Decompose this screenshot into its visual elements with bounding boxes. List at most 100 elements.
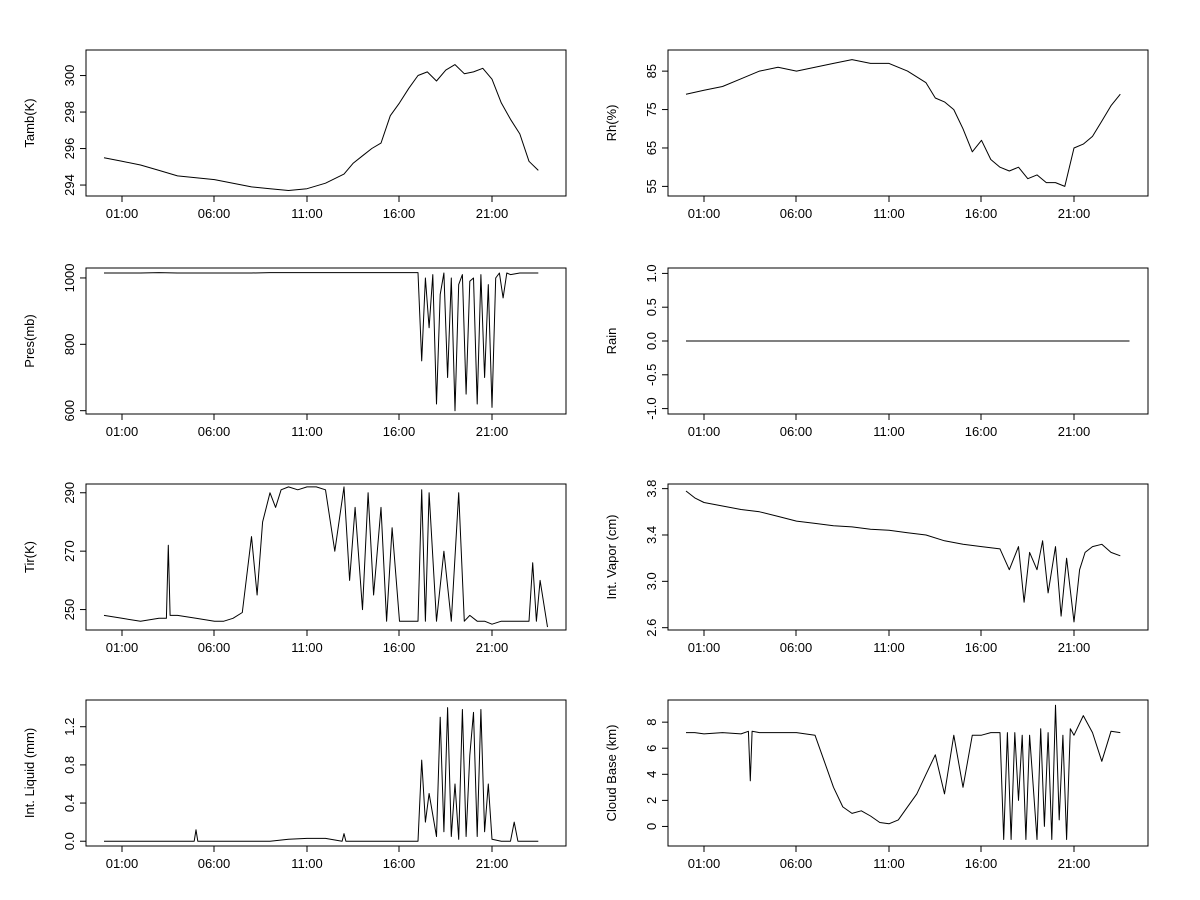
y-tick-label: 296 xyxy=(62,138,77,160)
plot-frame xyxy=(85,699,567,847)
x-tick-label: 16:00 xyxy=(965,856,998,871)
y-axis-label: Int. Liquid (mm) xyxy=(22,728,37,818)
x-tick-label: 06:00 xyxy=(198,640,231,655)
y-tick-label: 1.0 xyxy=(644,264,659,282)
x-tick-label: 01:00 xyxy=(106,424,139,439)
x-tick-label: 01:00 xyxy=(688,206,721,221)
x-tick-label: 06:00 xyxy=(198,424,231,439)
x-tick-label: 06:00 xyxy=(780,856,813,871)
y-tick-label: 3.4 xyxy=(644,526,659,544)
x-tick-label: 11:00 xyxy=(873,206,905,221)
y-tick-label: 600 xyxy=(62,400,77,422)
plot-frame xyxy=(667,699,1149,847)
x-tick-label: 16:00 xyxy=(965,424,998,439)
y-axis-label: Rain xyxy=(604,328,619,355)
x-tick-label: 21:00 xyxy=(1058,424,1091,439)
series-line xyxy=(686,704,1121,840)
x-tick-label: 01:00 xyxy=(688,856,721,871)
x-tick-label: 06:00 xyxy=(780,424,813,439)
series-line xyxy=(103,64,539,191)
y-tick-label: 300 xyxy=(62,65,77,87)
y-tick-label: 8 xyxy=(644,719,659,726)
series-line xyxy=(103,486,548,628)
y-tick-label: 270 xyxy=(62,540,77,562)
x-tick-label: 11:00 xyxy=(291,424,323,439)
chart-panel: 01:00 06:00 11:00 16:00 21:00 55 65 75 85 Rh(%) xyxy=(604,49,1149,221)
y-axis-label: Pres(mb) xyxy=(22,314,37,367)
chart-panel: 01:00 06:00 11:00 16:00 21:00 -1.0 -0.5 0.0 0.5 1… xyxy=(604,264,1149,439)
x-tick-label: 01:00 xyxy=(106,640,139,655)
x-tick-label: 16:00 xyxy=(383,640,416,655)
plot-frame xyxy=(85,49,567,197)
x-tick-label: 11:00 xyxy=(291,856,323,871)
y-tick-label: 1.2 xyxy=(62,718,77,736)
y-axis-label: Int. Vapor (cm) xyxy=(604,514,619,599)
y-tick-label: 250 xyxy=(62,599,77,621)
x-tick-label: 01:00 xyxy=(106,206,139,221)
series-line xyxy=(685,490,1121,623)
chart-panel: 01:00 06:00 11:00 16:00 21:00 600 800 1000 Pres(… xyxy=(22,263,567,439)
y-tick-label: 6 xyxy=(644,745,659,752)
chart-panel: 01:00 06:00 11:00 16:00 21:00 250 270 290 Tir(K) xyxy=(22,482,567,655)
x-tick-label: 01:00 xyxy=(106,856,139,871)
y-tick-label: 0 xyxy=(644,823,659,830)
y-tick-label: 0.0 xyxy=(644,332,659,350)
x-tick-label: 21:00 xyxy=(1058,206,1091,221)
chart-panel: 01:00 06:00 11:00 16:00 21:00 0 2 4 6 8 Cloud Base… xyxy=(604,699,1149,871)
x-tick-label: 01:00 xyxy=(688,424,721,439)
series-line xyxy=(104,707,539,842)
y-tick-label: 294 xyxy=(62,174,77,196)
x-tick-label: 16:00 xyxy=(965,640,998,655)
y-tick-label: -0.5 xyxy=(644,364,659,386)
x-tick-label: 21:00 xyxy=(476,424,509,439)
y-axis-label: Rh(%) xyxy=(604,105,619,142)
y-tick-label: 800 xyxy=(62,333,77,355)
x-tick-label: 16:00 xyxy=(383,856,416,871)
y-tick-label: 0.8 xyxy=(62,756,77,774)
y-tick-label: 4 xyxy=(644,771,659,778)
y-tick-label: 1000 xyxy=(62,263,77,292)
y-tick-label: 85 xyxy=(644,64,659,78)
y-axis-label: Tir(K) xyxy=(22,541,37,573)
y-tick-label: -1.0 xyxy=(644,397,659,419)
x-tick-label: 16:00 xyxy=(383,424,416,439)
y-axis-label: Cloud Base (km) xyxy=(604,725,619,822)
plot-frame xyxy=(667,49,1149,197)
x-tick-label: 06:00 xyxy=(780,640,813,655)
y-tick-label: 65 xyxy=(644,141,659,155)
y-tick-label: 2.6 xyxy=(644,619,659,637)
y-tick-label: 298 xyxy=(62,101,77,123)
chart-panel: 01:00 06:00 11:00 16:00 21:00 0.0 0.4 0.8 1.2 Int… xyxy=(22,699,567,871)
x-tick-label: 21:00 xyxy=(1058,640,1091,655)
y-axis-label: Tamb(K) xyxy=(22,98,37,147)
x-tick-label: 21:00 xyxy=(476,206,509,221)
x-tick-label: 16:00 xyxy=(965,206,998,221)
x-tick-label: 21:00 xyxy=(1058,856,1091,871)
y-tick-label: 0.5 xyxy=(644,298,659,316)
plot-frame xyxy=(85,267,567,415)
x-tick-label: 21:00 xyxy=(476,856,509,871)
x-tick-label: 21:00 xyxy=(476,640,509,655)
x-tick-label: 11:00 xyxy=(873,856,905,871)
series-line xyxy=(104,272,539,412)
y-tick-label: 75 xyxy=(644,102,659,116)
x-tick-label: 06:00 xyxy=(198,856,231,871)
x-tick-label: 01:00 xyxy=(688,640,721,655)
x-tick-label: 06:00 xyxy=(198,206,231,221)
x-tick-label: 16:00 xyxy=(383,206,416,221)
x-tick-label: 06:00 xyxy=(780,206,813,221)
chart-panel: 01:00 06:00 11:00 16:00 21:00 294 296 298 300 Tam… xyxy=(22,49,567,221)
y-tick-label: 55 xyxy=(644,179,659,193)
x-tick-label: 11:00 xyxy=(873,424,905,439)
y-tick-label: 0.0 xyxy=(62,832,77,850)
series-line xyxy=(685,59,1121,187)
x-tick-label: 11:00 xyxy=(291,206,323,221)
y-tick-label: 290 xyxy=(62,482,77,504)
plot-frame xyxy=(667,483,1149,631)
y-tick-label: 2 xyxy=(644,797,659,804)
plot-frame xyxy=(85,483,567,631)
y-tick-label: 3.0 xyxy=(644,572,659,590)
x-tick-label: 11:00 xyxy=(291,640,323,655)
chart-panel: 01:00 06:00 11:00 16:00 21:00 2.6 3.0 3.4 3.8 Int… xyxy=(604,480,1149,655)
